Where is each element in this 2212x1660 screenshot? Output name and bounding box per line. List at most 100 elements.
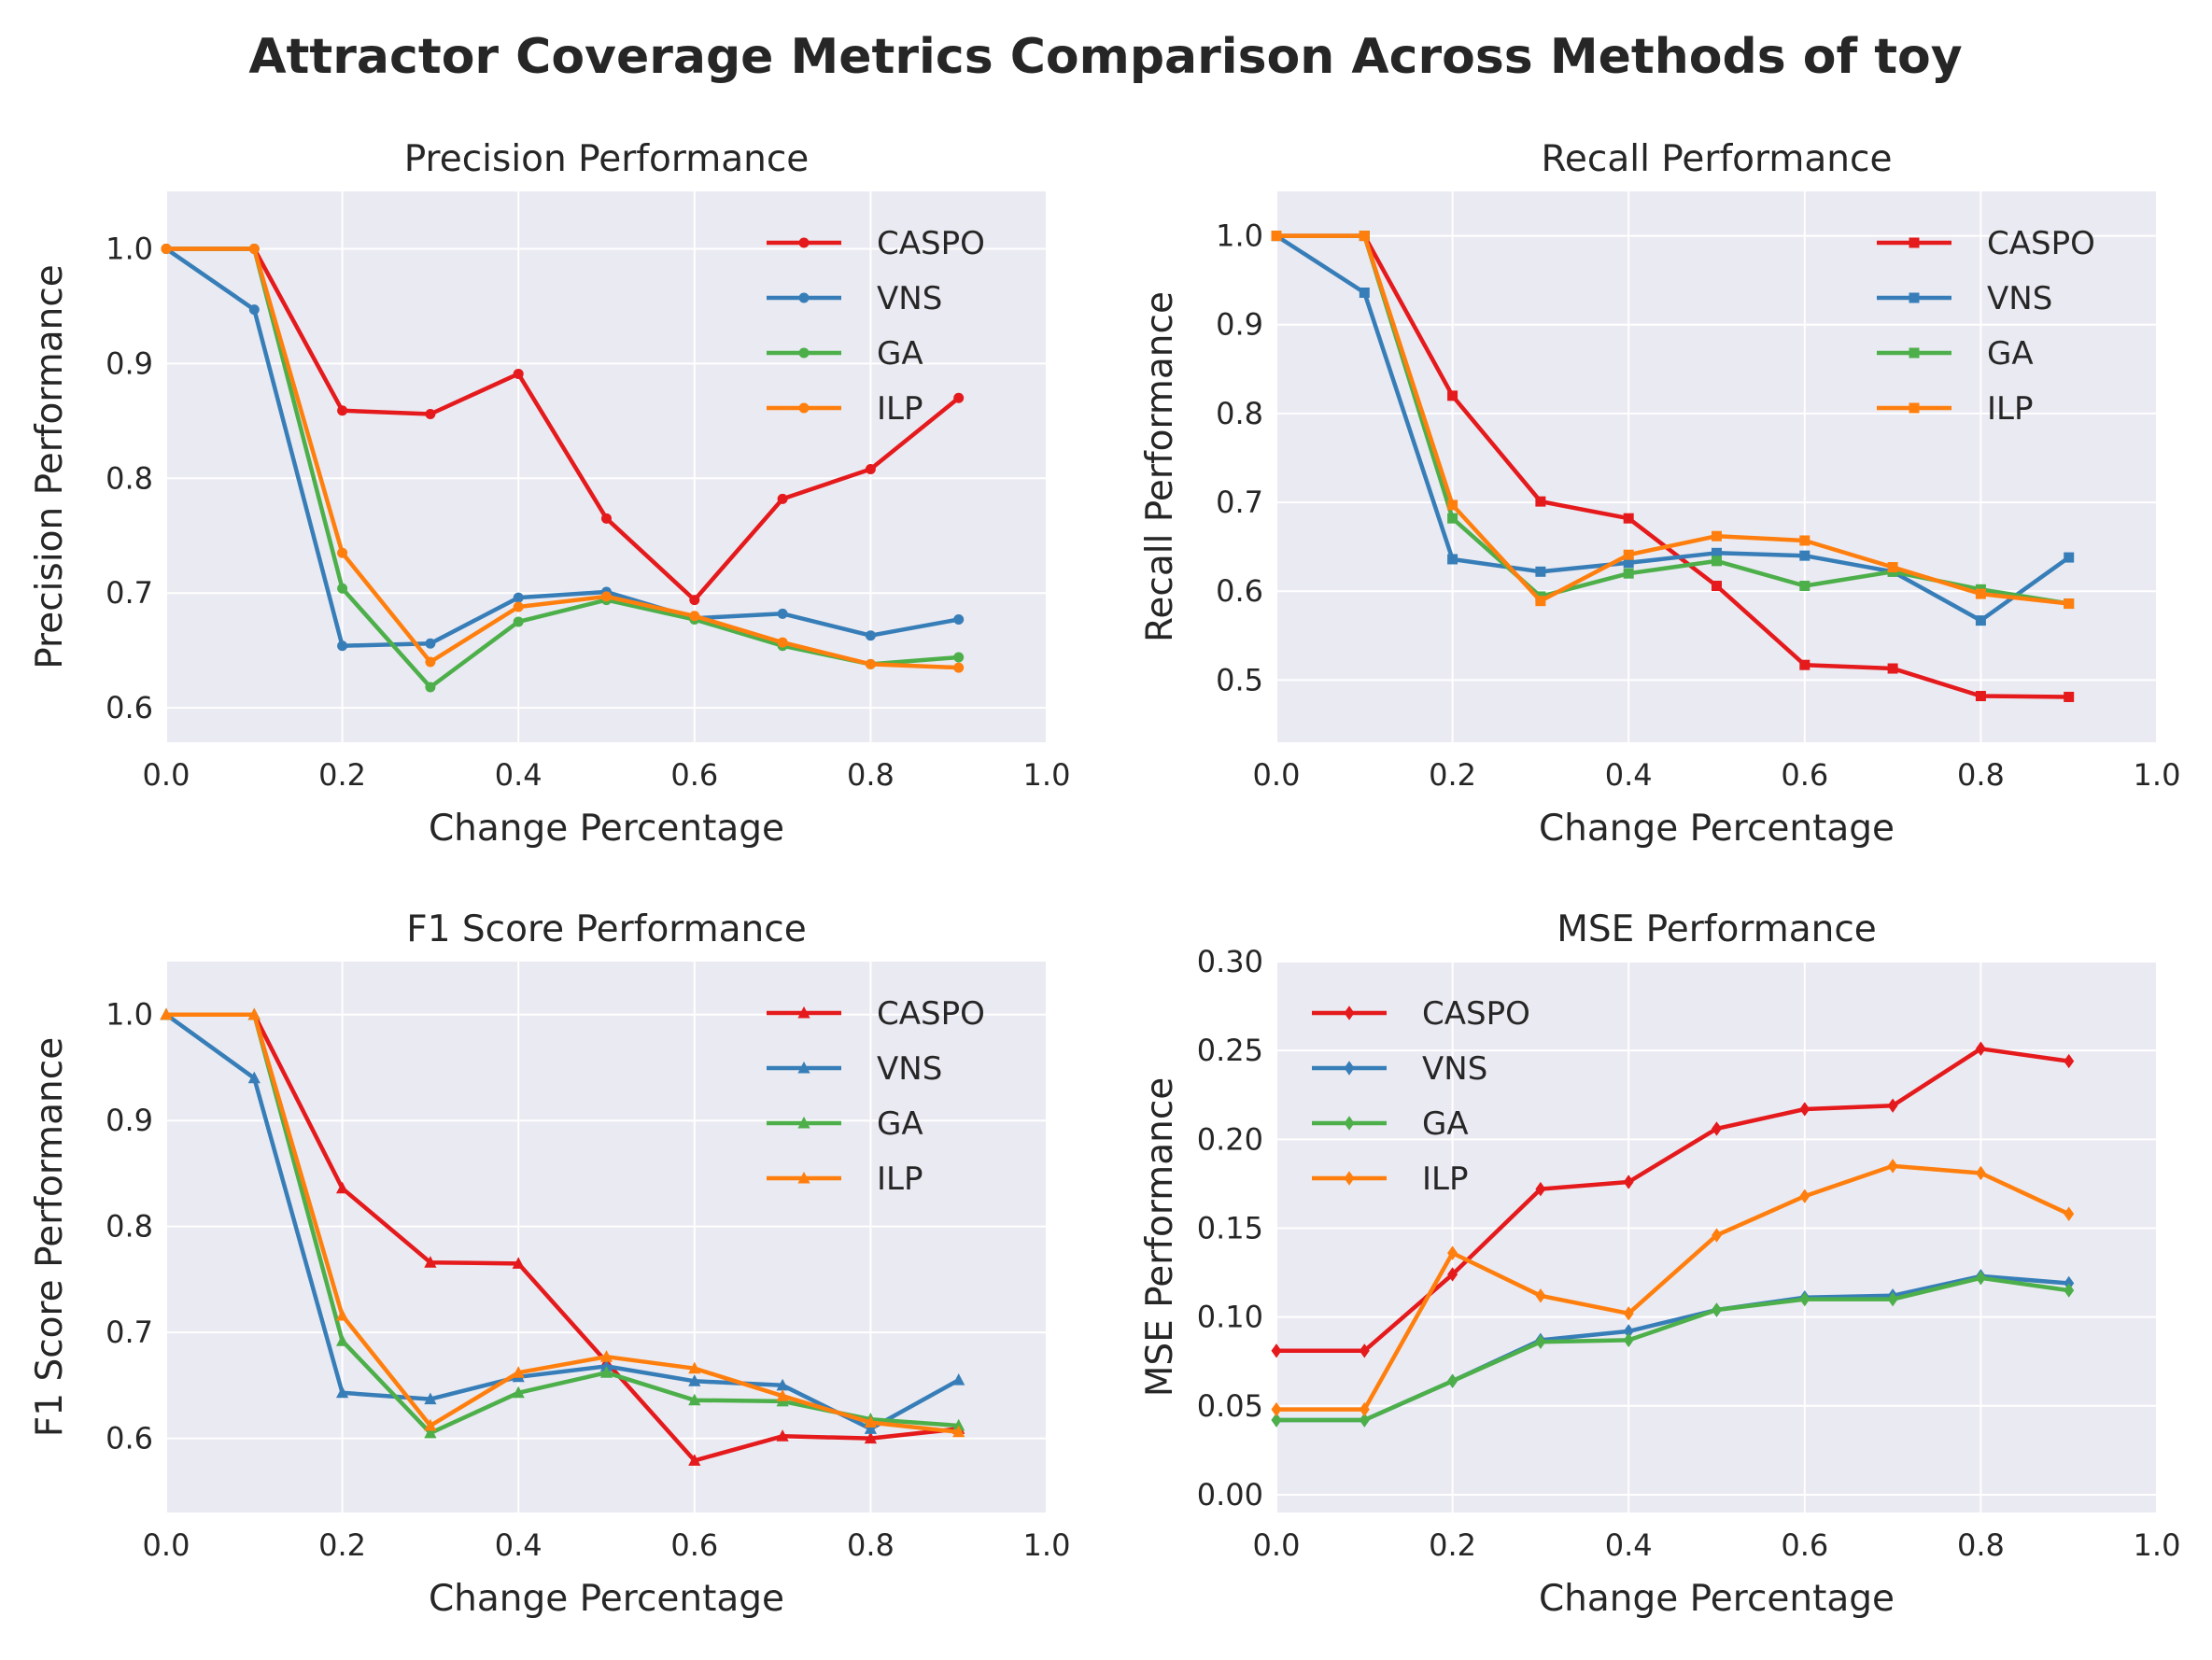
chart-2-legend-label: VNS [1987, 280, 2052, 317]
chart-1-series-ilp-point [689, 611, 700, 622]
chart-3-series-ilp-point [688, 1361, 701, 1374]
chart-4-y-tick-label: 0.15 [1197, 1210, 1263, 1245]
chart-4-series-caspo-point [1447, 1267, 1458, 1282]
chart-3-legend-label: GA [877, 1105, 923, 1143]
chart-2-series-ilp-point [1271, 231, 1282, 242]
chart-3-legend-swatch-marker [797, 1171, 810, 1184]
chart-3-legend-swatch-marker [797, 1006, 810, 1019]
chart-2-legend-label: ILP [1987, 390, 2033, 428]
chart-3-series-caspo-point [864, 1431, 877, 1444]
chart-4-series-ilp-point [1712, 1228, 1722, 1243]
chart-4-legend-label: VNS [1422, 1050, 1487, 1088]
chart-2-series-caspo-point [1623, 513, 1634, 524]
chart-1-series-ilp-point [865, 658, 876, 669]
chart-2-series-vns-point [1712, 547, 1722, 558]
chart-4-legend-swatch-marker [1344, 1061, 1355, 1076]
chart-2-series-caspo-point [1447, 390, 1458, 401]
chart-1-series-ilp-point [337, 547, 348, 558]
chart-2-series-caspo-point [1975, 691, 1986, 702]
chart-3-legend-label: ILP [877, 1161, 923, 1198]
figure-title: Attractor Coverage Metrics Comparison Ac… [248, 29, 1962, 85]
chart-2-series-ilp-point [1799, 535, 1810, 546]
chart-2-series-ga-point [1447, 513, 1458, 524]
chart-3-y-tick-label: 0.8 [106, 1209, 153, 1245]
chart-3-series-vns-point [424, 1392, 437, 1405]
chart-1-series-caspo-point [513, 368, 524, 379]
chart-3-series-ga-point [336, 1334, 349, 1346]
chart-3-series-ga-point [688, 1393, 701, 1406]
chart-1-series-vns-point [248, 304, 260, 316]
chart-2-series-ilp-point [1447, 499, 1458, 511]
chart-3-series-ga-point [599, 1366, 613, 1378]
chart-1-legend-entry-ilp: ILP [767, 390, 923, 428]
chart-4-legend-label: GA [1422, 1105, 1469, 1143]
chart-2-series-ilp [1271, 231, 2075, 610]
chart-4-series-caspo-point [1271, 1343, 1282, 1358]
chart-4-series-ilp-point [1887, 1159, 1898, 1174]
chart-3-series-ilp [160, 1007, 965, 1438]
chart-2-series-ilp-line [1276, 233, 2069, 606]
chart-4-legend-entry-ilp: ILP [1312, 1161, 1468, 1198]
chart-1-series-vns-point [513, 592, 524, 603]
chart-2-y-axis-label: Recall Performance [1139, 291, 1181, 642]
chart-3-x-tick-label: 0.8 [847, 1527, 895, 1563]
chart-3-legend-entry-ilp: ILP [767, 1161, 923, 1198]
chart-4-x-tick-label: 0.0 [1253, 1527, 1301, 1563]
chart-2-y-tick-label: 0.9 [1216, 307, 1263, 343]
chart-4-y-tick-label: 0.05 [1197, 1388, 1263, 1424]
chart-3-y-tick-label: 0.9 [106, 1103, 153, 1138]
chart-1-series-vns-point [865, 630, 876, 641]
chart-1-x-tick-label: 0.2 [318, 757, 366, 793]
chart-3-series-vns-point [599, 1359, 613, 1372]
chart-1-series-vns-point [337, 640, 348, 652]
chart-3-series-vns-point [247, 1071, 261, 1084]
chart-4-series-ilp-point [1271, 1401, 1282, 1417]
chart-4-series-ilp-point [2064, 1206, 2075, 1221]
chart-1-series-ilp-line [166, 246, 959, 670]
chart-3-legend-swatch-marker [797, 1116, 810, 1129]
chart-1-y-tick-label: 1.0 [106, 231, 153, 266]
chart-3-x-tick-label: 1.0 [1023, 1527, 1071, 1563]
chart-2-series-vns-line [1275, 233, 2071, 623]
chart-2-title: Recall Performance [1542, 138, 1893, 180]
chart-4-series-ga-point [1535, 1334, 1546, 1349]
chart-1-x-tick-label: 0.6 [670, 757, 718, 793]
chart-2: 0.0 0.2 0.4 0.6 0.8 1.0 0.5 0.6 0.7 0.8 0.9 1.0 Reca… [1139, 138, 2180, 850]
chart-3-x-tick-label: 0.2 [318, 1527, 366, 1563]
chart-4-series-ga-point [1799, 1291, 1810, 1307]
chart-3-legend-entry-caspo: CASPO [767, 995, 985, 1033]
chart-2-x-axis-label: Change Percentage [1539, 808, 1895, 850]
chart-4-legend-label: CASPO [1422, 995, 1530, 1033]
chart-2-y-tick-label: 0.8 [1216, 396, 1263, 431]
chart-4-series-vns-point [1623, 1324, 1634, 1339]
chart-1-series-caspo-point [865, 463, 876, 474]
chart-4-series-caspo-point [1623, 1175, 1634, 1189]
chart-4-series-ga-point [1447, 1373, 1458, 1388]
chart-1-legend-label: CASPO [877, 225, 985, 262]
chart-2-series-vns-point [1975, 615, 1986, 626]
chart-4-series-caspo-line [1276, 1047, 2070, 1354]
chart-1-legend: CASPO VNS GA ILP [767, 225, 985, 428]
chart-1-legend-label: ILP [877, 390, 923, 428]
chart-1-series-ilp-point [161, 243, 172, 254]
chart-4-legend-entry-ga: GA [1312, 1105, 1469, 1143]
chart-1-title: Precision Performance [404, 138, 810, 180]
chart-4-series-ilp-point [1535, 1288, 1546, 1303]
chart-4-series-caspo-point [1359, 1343, 1370, 1358]
chart-2-series-vns-point [1447, 554, 1458, 565]
chart-4-legend: CASPO VNS GA ILP [1312, 995, 1530, 1198]
chart-3-legend-swatch-marker [797, 1061, 810, 1074]
chart-2-series-ilp-point [2064, 598, 2075, 610]
chart-2-series-ga-point [1799, 581, 1810, 592]
chart-1-series-ga-point [337, 583, 348, 594]
chart-2-series-ilp-point [1712, 530, 1722, 542]
chart-3-x-tick-label: 0.0 [143, 1527, 190, 1563]
chart-4: 0.0 0.2 0.4 0.6 0.8 1.0 0.00 0.05 0.10 0.15 0.20 0.… [1139, 908, 2180, 1620]
chart-2-series-caspo-point [2064, 691, 2075, 702]
chart-1-x-axis-label: Change Percentage [429, 808, 784, 850]
chart-2-series-caspo-point [1887, 663, 1898, 674]
chart-3-x-tick-label: 0.4 [495, 1527, 542, 1563]
chart-2-legend: CASPO VNS GA ILP [1877, 225, 2095, 428]
chart-1-series-ga-point [425, 682, 436, 693]
